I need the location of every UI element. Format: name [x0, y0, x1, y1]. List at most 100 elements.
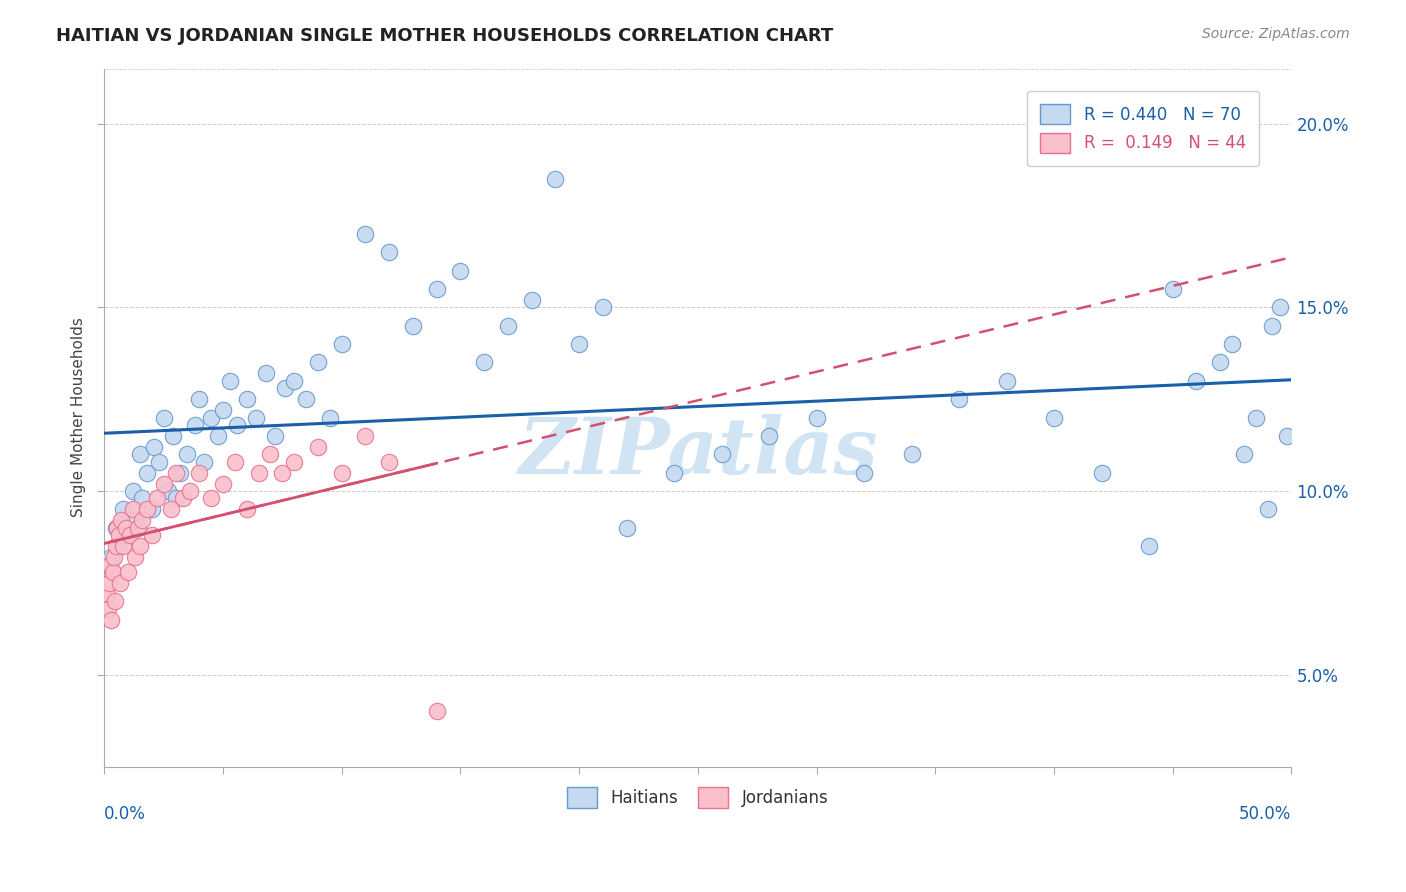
Text: HAITIAN VS JORDANIAN SINGLE MOTHER HOUSEHOLDS CORRELATION CHART: HAITIAN VS JORDANIAN SINGLE MOTHER HOUSE… — [56, 27, 834, 45]
Point — [96, 587, 118, 601]
Point — [110, 513, 132, 527]
Point — [426, 705, 449, 719]
Point — [212, 403, 235, 417]
Point — [97, 601, 120, 615]
Point — [1220, 337, 1243, 351]
Point — [496, 318, 519, 333]
Point — [200, 410, 222, 425]
Point — [900, 447, 922, 461]
Point — [148, 455, 170, 469]
Point — [402, 318, 425, 333]
Point — [131, 513, 153, 527]
Point — [219, 374, 242, 388]
Point — [100, 613, 122, 627]
Point — [193, 455, 215, 469]
Legend: Haitians, Jordanians: Haitians, Jordanians — [554, 774, 842, 821]
Point — [568, 337, 591, 351]
Point — [449, 263, 471, 277]
Point — [224, 455, 246, 469]
Point — [105, 521, 128, 535]
Point — [157, 483, 180, 498]
Point — [100, 550, 122, 565]
Point — [319, 410, 342, 425]
Point — [1275, 429, 1298, 443]
Point — [330, 466, 353, 480]
Point — [129, 539, 152, 553]
Point — [114, 521, 136, 535]
Point — [107, 528, 129, 542]
Point — [1137, 539, 1160, 553]
Point — [98, 575, 121, 590]
Point — [172, 491, 194, 506]
Point — [104, 594, 127, 608]
Point — [283, 374, 305, 388]
Point — [1244, 410, 1267, 425]
Point — [121, 502, 143, 516]
Point — [107, 539, 129, 553]
Point — [245, 410, 267, 425]
Point — [188, 392, 211, 407]
Point — [1090, 466, 1112, 480]
Point — [236, 392, 259, 407]
Point — [152, 410, 174, 425]
Point — [995, 374, 1018, 388]
Point — [274, 381, 297, 395]
Point — [1257, 502, 1279, 516]
Point — [354, 227, 377, 241]
Text: 0.0%: 0.0% — [104, 805, 146, 823]
Point — [307, 440, 329, 454]
Point — [162, 429, 184, 443]
Point — [121, 483, 143, 498]
Point — [207, 429, 229, 443]
Point — [112, 502, 135, 516]
Text: ZIPatlas: ZIPatlas — [519, 414, 877, 491]
Point — [124, 550, 146, 565]
Point — [143, 440, 166, 454]
Point — [426, 282, 449, 296]
Point — [117, 528, 139, 542]
Point — [188, 466, 211, 480]
Point — [136, 466, 159, 480]
Point — [98, 558, 121, 572]
Point — [226, 417, 249, 432]
Point — [101, 565, 124, 579]
Point — [1161, 282, 1184, 296]
Point — [710, 447, 733, 461]
Point — [1209, 355, 1232, 369]
Point — [141, 528, 163, 542]
Point — [354, 429, 377, 443]
Point — [145, 491, 167, 506]
Point — [117, 565, 139, 579]
Point — [127, 521, 149, 535]
Text: 50.0%: 50.0% — [1239, 805, 1292, 823]
Point — [295, 392, 318, 407]
Point — [264, 429, 287, 443]
Point — [378, 245, 401, 260]
Point — [1261, 318, 1284, 333]
Point — [212, 476, 235, 491]
Point — [136, 502, 159, 516]
Point — [165, 491, 187, 506]
Point — [105, 539, 128, 553]
Point — [200, 491, 222, 506]
Point — [105, 521, 128, 535]
Point — [103, 550, 125, 565]
Point — [108, 575, 131, 590]
Y-axis label: Single Mother Households: Single Mother Households — [72, 318, 86, 517]
Point — [254, 367, 277, 381]
Point — [152, 476, 174, 491]
Point — [120, 528, 142, 542]
Point — [129, 447, 152, 461]
Point — [179, 483, 201, 498]
Point — [283, 455, 305, 469]
Point — [169, 466, 191, 480]
Point — [159, 502, 181, 516]
Point — [1185, 374, 1208, 388]
Point — [247, 466, 270, 480]
Point — [141, 502, 163, 516]
Point — [112, 539, 135, 553]
Point — [271, 466, 294, 480]
Text: Source: ZipAtlas.com: Source: ZipAtlas.com — [1202, 27, 1350, 41]
Point — [758, 429, 780, 443]
Point — [165, 466, 187, 480]
